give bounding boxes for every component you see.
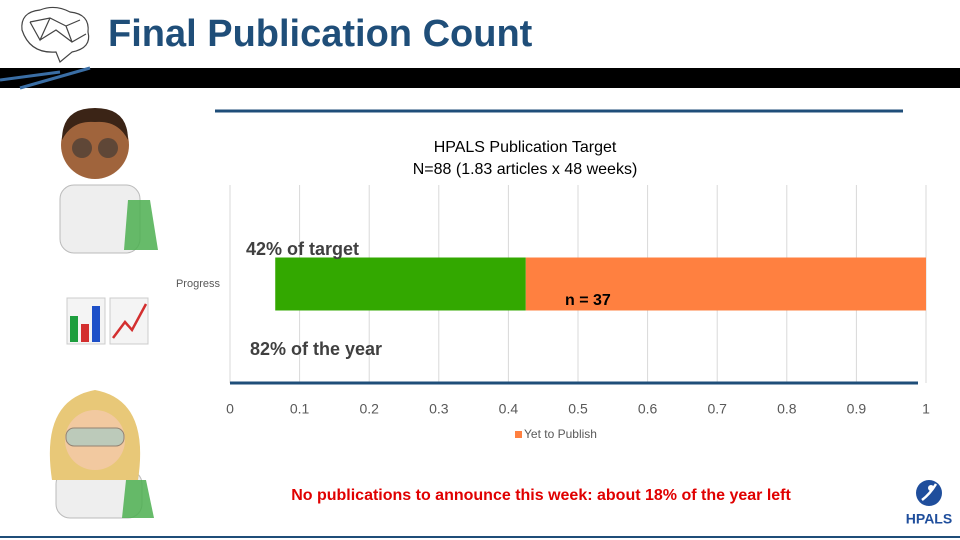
logo-text: HPALS bbox=[906, 511, 952, 527]
footer-note: No publications to announce this week: a… bbox=[291, 487, 791, 504]
chart-subtitle: N=88 (1.83 articles x 48 weeks) bbox=[413, 161, 638, 178]
chart: HPALS Publication Target N=88 (1.83 artic… bbox=[176, 139, 930, 441]
logo: HPALS bbox=[906, 480, 952, 527]
scientist-icon bbox=[59, 108, 158, 254]
bar-segment bbox=[230, 258, 275, 311]
chart-title: HPALS Publication Target bbox=[434, 139, 617, 156]
x-tick-label: 1 bbox=[922, 401, 930, 417]
annotation: 82% of the year bbox=[250, 339, 382, 359]
scientist-icon bbox=[49, 390, 154, 519]
x-tick-label: 0.3 bbox=[429, 401, 449, 417]
x-tick-label: 0.7 bbox=[707, 401, 727, 417]
x-tick-label: 0.1 bbox=[290, 401, 310, 417]
x-tick-label: 0.6 bbox=[638, 401, 658, 417]
annotation: 42% of target bbox=[246, 239, 359, 259]
x-tick-label: 0.2 bbox=[359, 401, 379, 417]
slide-title: Final Publication Count bbox=[108, 13, 533, 55]
bar-segment bbox=[275, 257, 526, 311]
x-tick-label: 0.8 bbox=[777, 401, 797, 417]
x-tick-label: 0.4 bbox=[499, 401, 519, 417]
bar-segment bbox=[525, 257, 926, 311]
band-decoration bbox=[0, 66, 91, 90]
x-tick-label: 0.5 bbox=[568, 401, 588, 417]
y-tick-label: Progress bbox=[176, 278, 221, 290]
brain-icon bbox=[21, 6, 90, 63]
legend-label: Yet to Publish bbox=[524, 427, 597, 441]
x-tick-label: 0 bbox=[226, 401, 234, 417]
legend-swatch bbox=[515, 431, 522, 438]
header-band bbox=[0, 68, 960, 88]
chart-icons bbox=[66, 297, 149, 345]
annotation: n = 37 bbox=[565, 292, 611, 309]
x-tick-label: 0.9 bbox=[847, 401, 867, 417]
